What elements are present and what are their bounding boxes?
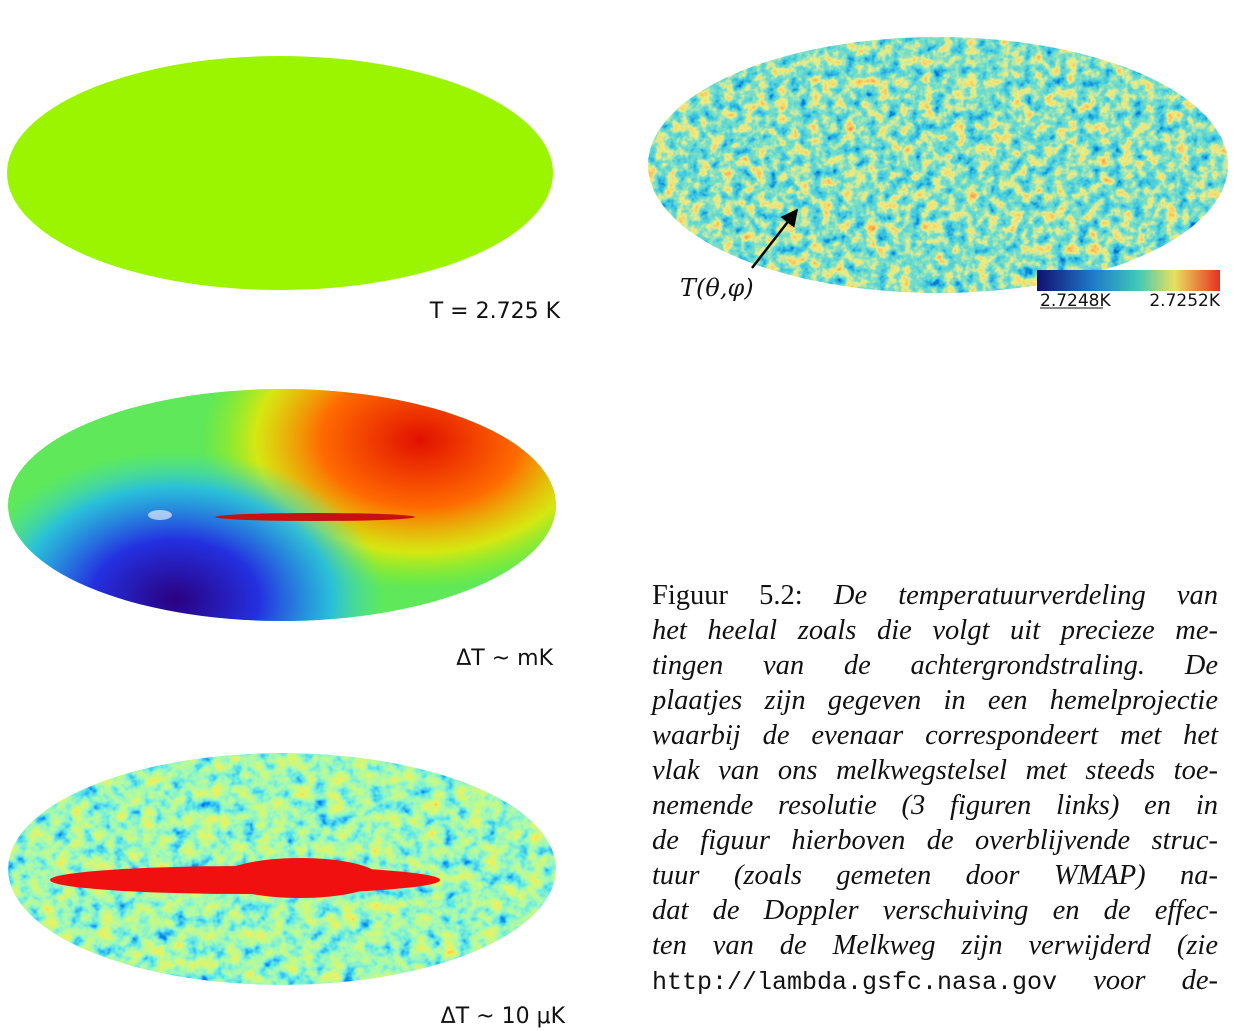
galaxy-map <box>8 753 556 985</box>
caption-text: waarbij de evenaar correspondeert met he… <box>652 720 1218 751</box>
caption-text: plaatjes zijn gegeven in een hemelprojec… <box>652 685 1218 716</box>
caption-text: tuur (zoals gemeten door WMAP) na- <box>652 860 1218 891</box>
uniform-map <box>7 56 553 290</box>
map-label: T = 2.725 K <box>429 299 561 324</box>
caption-label: Figuur 5.2: <box>652 580 803 611</box>
dipole-map <box>0 290 640 750</box>
caption-line: plaatjes zijn gegeven in een hemelprojec… <box>652 683 1218 718</box>
caption-line: ten van de Melkweg zijn verwijderd (zie <box>652 928 1218 963</box>
caption-text: De temperatuurverdeling van <box>834 580 1218 611</box>
colorbar <box>1037 270 1220 291</box>
map-label: ΔT ~ 10 μK <box>441 1004 566 1029</box>
caption-text: ten van de Melkweg zijn verwijderd (zie <box>652 930 1218 961</box>
caption-text: de figuur hierboven de overblijvende str… <box>652 825 1218 856</box>
caption-line: tuur (zoals gemeten door WMAP) na- <box>652 858 1218 893</box>
wmap-map <box>648 37 1228 293</box>
caption-text: voor de- <box>1093 965 1218 996</box>
caption-line: dat de Doppler verschuiving en de effec- <box>652 893 1218 928</box>
caption-line: waarbij de evenaar correspondeert met he… <box>652 718 1218 753</box>
caption-line: vlak van ons melkwegstelsel met steeds t… <box>652 753 1218 788</box>
caption-url: http://lambda.gsfc.nasa.gov <box>652 968 1057 997</box>
caption-text: tingen van de achtergrondstraling. De <box>652 650 1218 681</box>
page: T = 2.725 K ΔT ~ mK ΔT ~ 10 μK T(θ,φ) 2.… <box>0 0 1237 1031</box>
caption-line: http://lambda.gsfc.nasa.gov voor de- <box>652 963 1218 998</box>
caption-text: vlak van ons melkwegstelsel met steeds t… <box>652 755 1218 786</box>
colorbar-label: 2.7252K <box>1149 291 1220 311</box>
caption-line: tingen van de achtergrondstraling. De <box>652 648 1218 683</box>
caption-line: nemende resolutie (3 figuren links) en i… <box>652 788 1218 823</box>
caption-text: dat de Doppler verschuiving en de effec- <box>652 895 1218 926</box>
caption-line: het heelal zoals die volgt uit precieze … <box>652 613 1218 648</box>
caption-line: Figuur 5.2: De temperatuurverdeling van <box>652 578 1218 613</box>
caption-text: nemende resolutie (3 figuren links) en i… <box>652 790 1218 821</box>
map-label: ΔT ~ mK <box>456 646 553 671</box>
map-label: T(θ,φ) <box>680 274 754 302</box>
caption-line: de figuur hierboven de overblijvende str… <box>652 823 1218 858</box>
caption-text: het heelal zoals die volgt uit precieze … <box>652 615 1218 646</box>
